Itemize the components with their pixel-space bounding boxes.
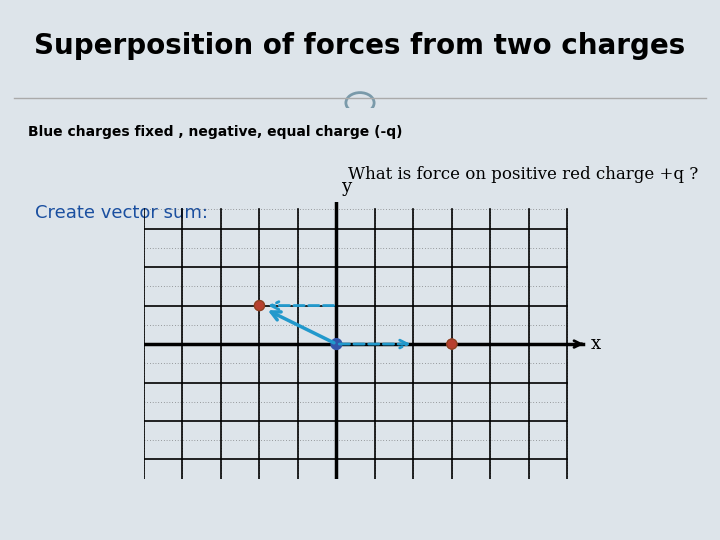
Text: Superposition of forces from two charges: Superposition of forces from two charges [35, 32, 685, 60]
Text: Blue charges fixed , negative, equal charge (-q): Blue charges fixed , negative, equal cha… [28, 125, 403, 139]
Text: y: y [341, 178, 351, 196]
Circle shape [447, 339, 457, 349]
Text: What is force on positive red charge +q ?: What is force on positive red charge +q … [348, 166, 698, 183]
Circle shape [331, 339, 342, 349]
Text: x: x [590, 335, 600, 353]
Circle shape [254, 301, 264, 310]
Text: Create vector sum:: Create vector sum: [35, 204, 208, 222]
